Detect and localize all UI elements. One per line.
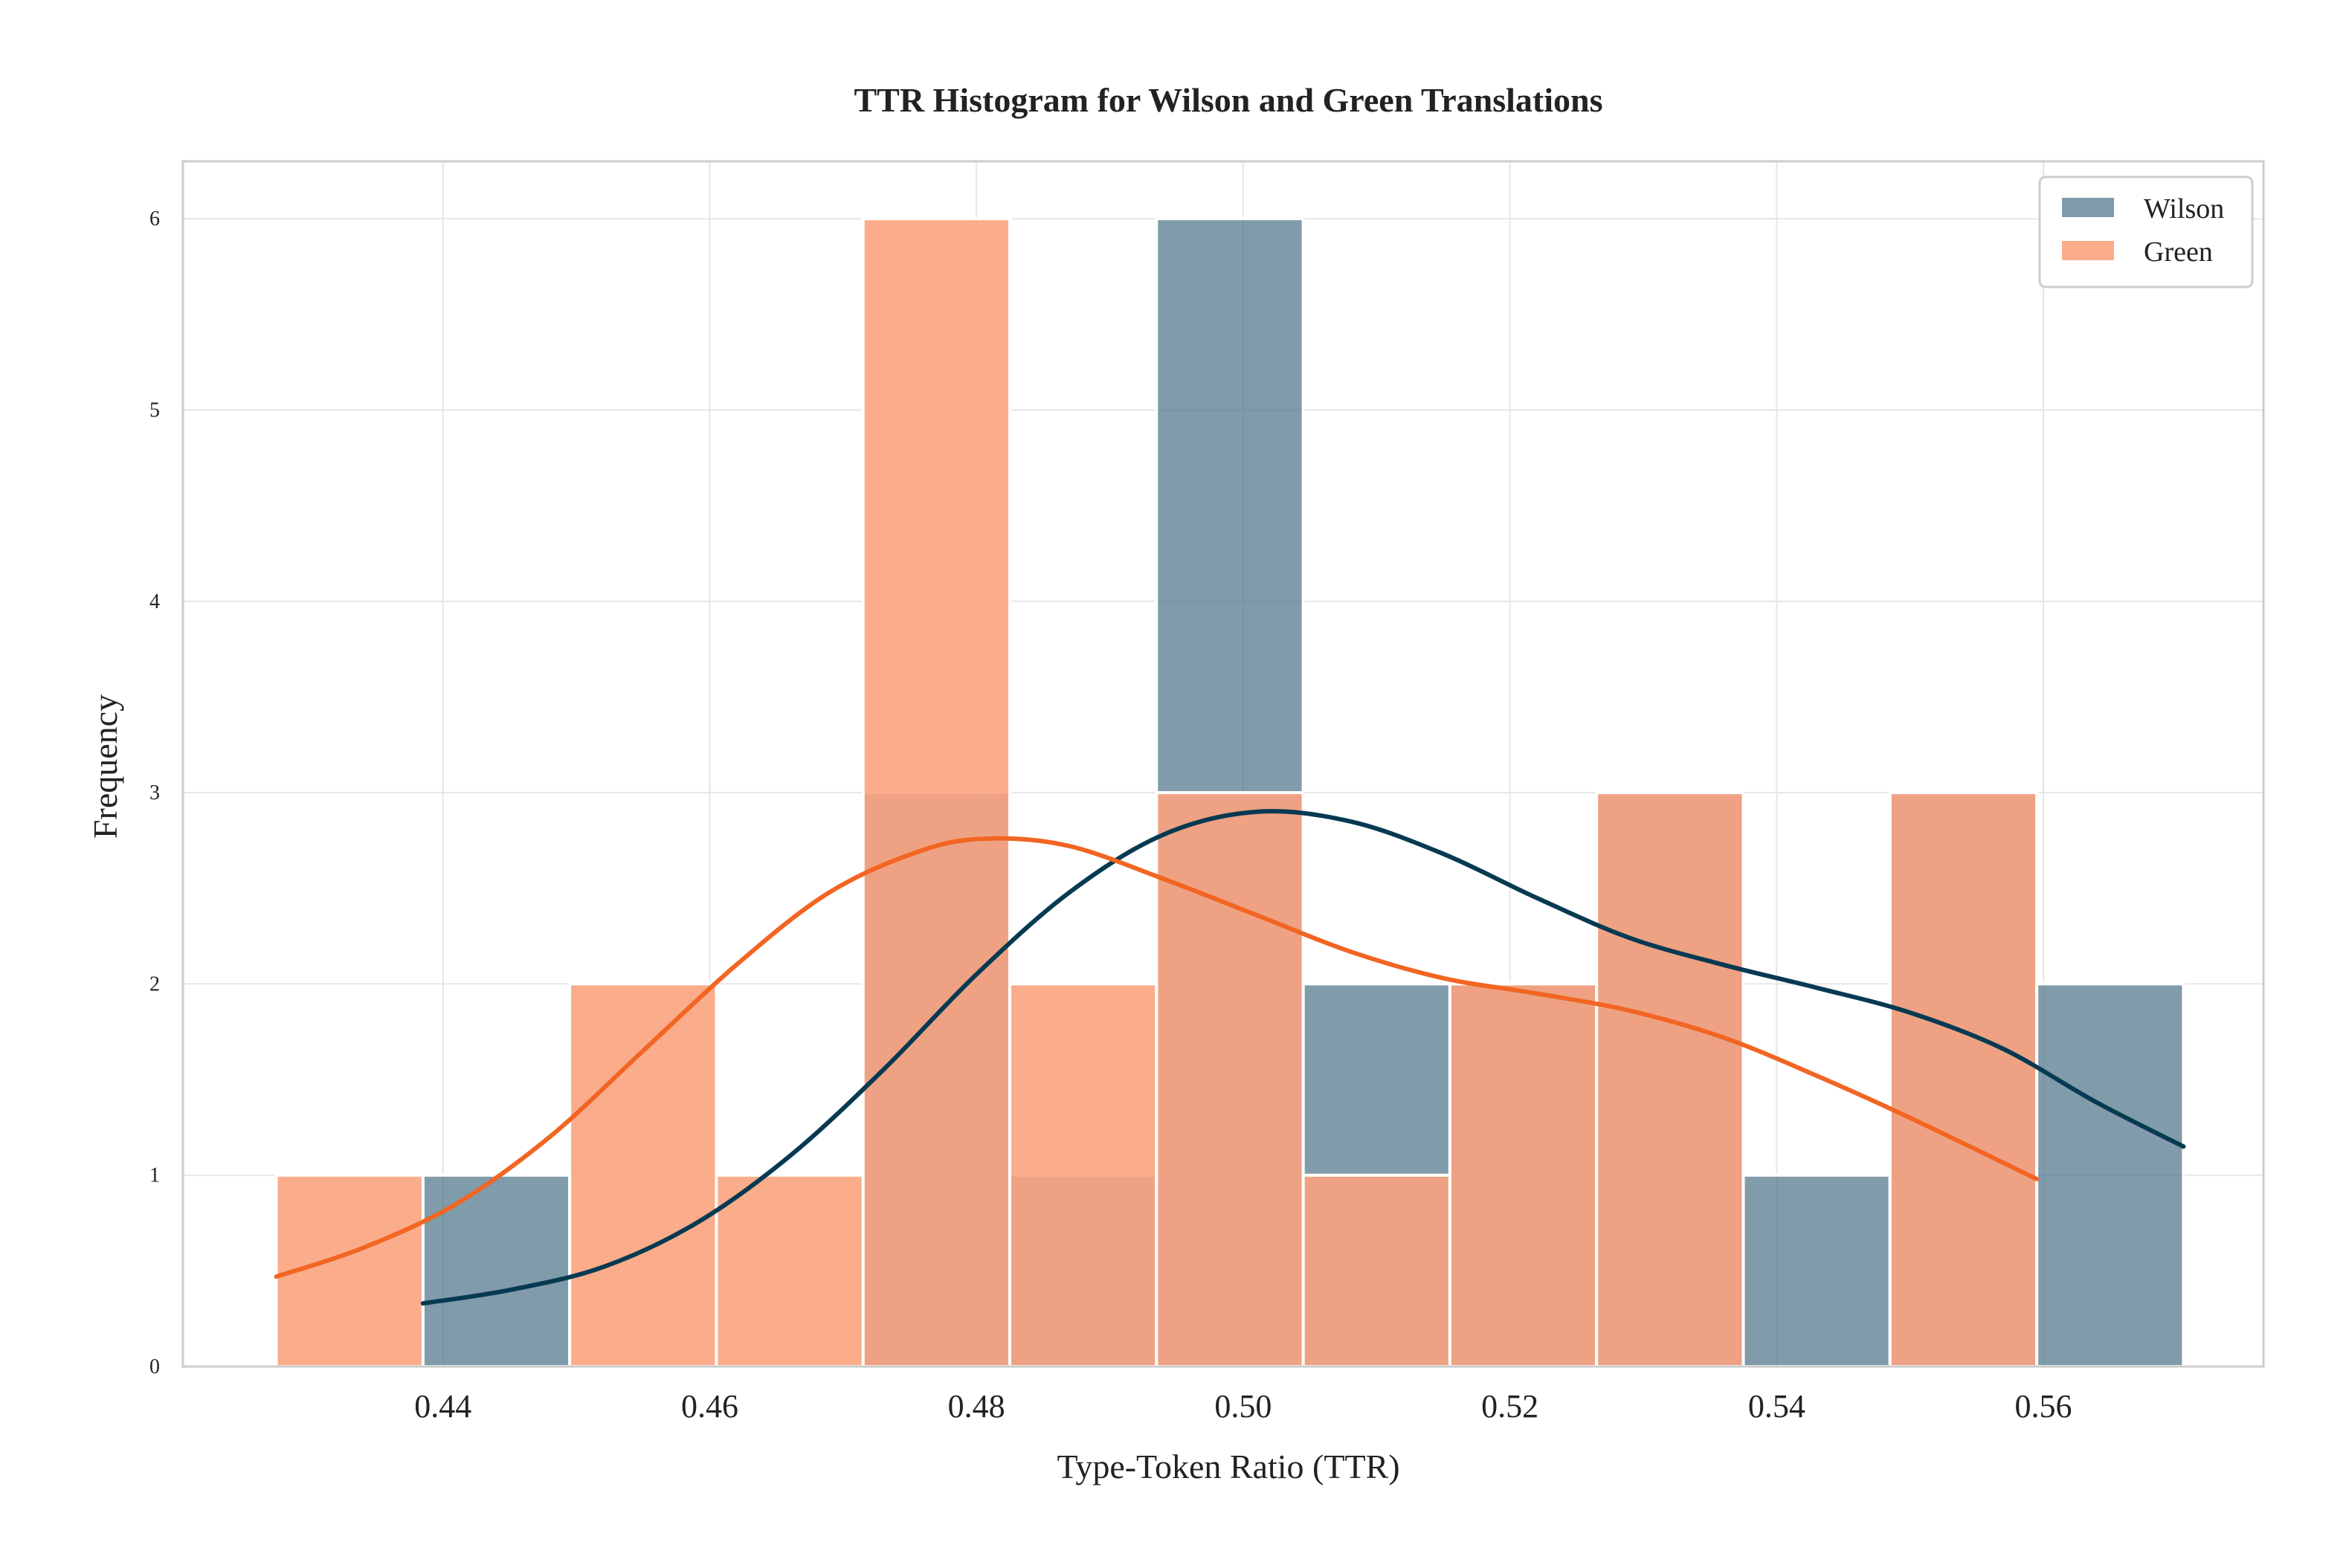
- bar-green: [1155, 791, 1305, 1368]
- bar-wilson: [421, 1173, 572, 1368]
- y-tick-label: 4: [149, 590, 160, 613]
- chart-title: TTR Histogram for Wilson and Green Trans…: [854, 81, 1602, 119]
- kde-curves: [274, 809, 2186, 1306]
- y-tick-label: 0: [149, 1355, 160, 1378]
- legend-label-green: Green: [2144, 236, 2213, 268]
- y-tick-label: 6: [149, 207, 160, 230]
- y-axis-label: Frequency: [86, 694, 124, 839]
- x-tick-label: 0.46: [681, 1388, 738, 1425]
- y-tick-label: 3: [149, 781, 160, 804]
- bar-wilson: [1741, 1173, 1892, 1368]
- bar-green: [1301, 1173, 1451, 1368]
- y-tick-label: 1: [149, 1164, 160, 1187]
- y-axis-ticks: 0 1 2 3 4 5 6: [149, 207, 160, 1378]
- bar-green: [715, 1173, 865, 1368]
- bar-green: [1448, 982, 1599, 1368]
- bar-green: [568, 982, 718, 1368]
- bar-wilson: [2035, 982, 2185, 1368]
- kde-curve-wilson: [420, 809, 2186, 1306]
- y-tick-label: 2: [149, 972, 160, 996]
- bar-green: [1595, 791, 1745, 1368]
- bar-green: [1008, 982, 1159, 1368]
- legend-swatch-wilson: [2062, 198, 2114, 217]
- x-tick-label: 0.48: [948, 1388, 1005, 1425]
- legend-label-wilson: Wilson: [2144, 193, 2224, 225]
- bar-green: [861, 217, 1012, 1369]
- bars-green: [274, 217, 2039, 1369]
- legend: Wilson Green: [2038, 175, 2254, 288]
- kde-curve-green: [274, 836, 2040, 1280]
- plot-area: [181, 160, 2265, 1369]
- histogram-bars: [274, 217, 2185, 1369]
- x-tick-label: 0.54: [1748, 1388, 1805, 1425]
- x-tick-label: 0.52: [1481, 1388, 1538, 1425]
- legend-swatch-green: [2062, 241, 2114, 260]
- x-axis-ticks: 0.44 0.46 0.48 0.50 0.52 0.54 0.56: [414, 1388, 2072, 1425]
- x-tick-label: 0.50: [1214, 1388, 1272, 1425]
- bar-green: [1888, 791, 2039, 1368]
- x-tick-label: 0.44: [414, 1388, 471, 1425]
- y-tick-label: 5: [149, 399, 160, 422]
- plot-frame: [181, 160, 2265, 1368]
- x-axis-label: Type-Token Ratio (TTR): [1057, 1448, 1399, 1485]
- x-tick-label: 0.56: [2015, 1388, 2072, 1425]
